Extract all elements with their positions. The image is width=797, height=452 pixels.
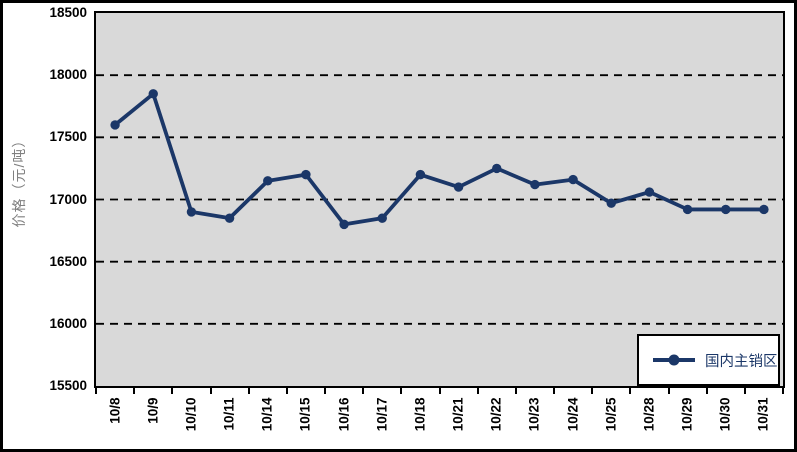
x-tick-label: 10/25 <box>603 397 619 432</box>
x-tick-label: 10/15 <box>297 397 313 432</box>
legend-label: 国内主销区 <box>705 353 778 370</box>
y-tick-label: 16500 <box>49 253 87 269</box>
x-axis-tick <box>438 388 441 394</box>
x-axis-tick <box>362 388 365 394</box>
data-point-marker <box>301 169 311 180</box>
y-tick-label: 15500 <box>49 378 87 393</box>
x-tick-label: 10/23 <box>526 397 542 432</box>
data-point-marker <box>606 198 616 208</box>
x-axis-tick <box>324 388 326 394</box>
x-tick-label: 10/29 <box>679 397 695 432</box>
x-axis-tick <box>209 388 212 394</box>
x-axis-tick <box>400 388 403 394</box>
x-axis-tick <box>782 388 784 394</box>
x-tick-label: 10/31 <box>755 397 771 432</box>
x-tick-label: 10/28 <box>641 397 657 432</box>
data-point-marker <box>377 213 387 223</box>
x-tick-label: 10/18 <box>412 397 428 432</box>
data-point-marker <box>492 163 502 174</box>
x-axis-tick <box>285 388 288 394</box>
y-tick-label: 17500 <box>49 129 87 145</box>
x-axis-tick <box>133 388 136 394</box>
x-axis-tick <box>591 388 594 394</box>
data-point-marker <box>644 187 655 197</box>
x-tick-label: 10/14 <box>259 397 275 432</box>
x-axis-tick <box>629 388 632 394</box>
x-tick-label: 10/30 <box>717 397 733 432</box>
data-point-marker <box>186 207 197 217</box>
x-tick-label: 10/11 <box>221 397 237 431</box>
x-axis-tick <box>553 388 555 394</box>
data-point-marker <box>682 204 693 215</box>
data-point-marker <box>721 204 731 215</box>
y-tick-label: 18500 <box>49 5 87 20</box>
y-tick-label: 17000 <box>49 191 87 207</box>
data-line <box>113 91 764 227</box>
data-point-marker <box>110 120 120 130</box>
x-axis-tick <box>95 388 97 394</box>
plot-area <box>94 11 785 388</box>
x-axis-tick <box>171 388 174 394</box>
legend: 国内主销区 <box>637 334 780 386</box>
data-point-marker <box>759 204 769 215</box>
data-point-marker <box>148 89 158 99</box>
x-axis-tick <box>667 388 670 394</box>
x-tick-label: 10/10 <box>183 397 199 432</box>
legend-line-marker <box>653 354 695 366</box>
data-point-marker <box>453 182 464 192</box>
data-point-marker <box>415 169 426 180</box>
x-axis-tick <box>247 388 250 394</box>
data-point-marker <box>224 213 235 223</box>
data-point-marker <box>530 179 540 190</box>
x-tick-label: 10/16 <box>336 397 352 432</box>
x-tick-label: 10/22 <box>488 397 504 432</box>
x-tick-label: 10/9 <box>145 397 161 424</box>
x-tick-label: 10/8 <box>107 397 123 424</box>
line-chart <box>96 74 783 325</box>
x-axis-tick <box>743 388 746 394</box>
x-axis-tick <box>705 388 708 394</box>
x-axis-tick <box>514 388 517 394</box>
y-tick-label: 18000 <box>49 67 87 83</box>
data-point-marker <box>568 174 578 185</box>
x-tick-label: 10/24 <box>565 397 581 432</box>
data-point-marker <box>263 176 273 186</box>
x-tick-label: 10/21 <box>450 397 466 432</box>
y-tick-label: 16000 <box>49 315 87 331</box>
data-point-marker <box>339 219 349 230</box>
x-axis-tick <box>476 388 479 394</box>
x-tick-label: 10/17 <box>374 397 390 432</box>
